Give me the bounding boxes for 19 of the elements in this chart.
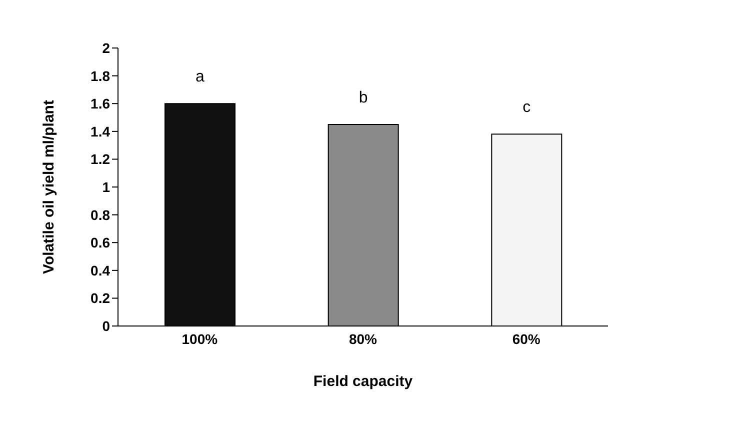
y-tick-label: 0.6 <box>90 234 110 251</box>
y-tick-label: 0.8 <box>90 206 110 223</box>
x-tick-label: 60% <box>512 330 541 347</box>
y-tick-label: 1.6 <box>90 96 110 112</box>
y-tick-label: 0.2 <box>90 290 110 306</box>
y-tick-label: 1.2 <box>90 151 110 168</box>
annotation: b <box>358 89 368 106</box>
y-axis-title: Volatile oil yield ml/plant <box>40 100 58 274</box>
y-tick-label: 1.4 <box>90 123 110 140</box>
x-tick-label: 80% <box>348 330 378 347</box>
x-tick-label: 100% <box>182 330 218 347</box>
y-tick-label: 1.8 <box>90 68 110 84</box>
y-tick-label: 0.4 <box>90 262 110 278</box>
annotation: c <box>522 99 531 116</box>
y-tick-label: 2 <box>102 40 110 56</box>
annotation: a <box>196 68 205 86</box>
x-axis-title: Field capacity <box>313 373 414 390</box>
y-tick-label: 1 <box>102 178 110 195</box>
y-tick-label: 0 <box>102 318 110 334</box>
